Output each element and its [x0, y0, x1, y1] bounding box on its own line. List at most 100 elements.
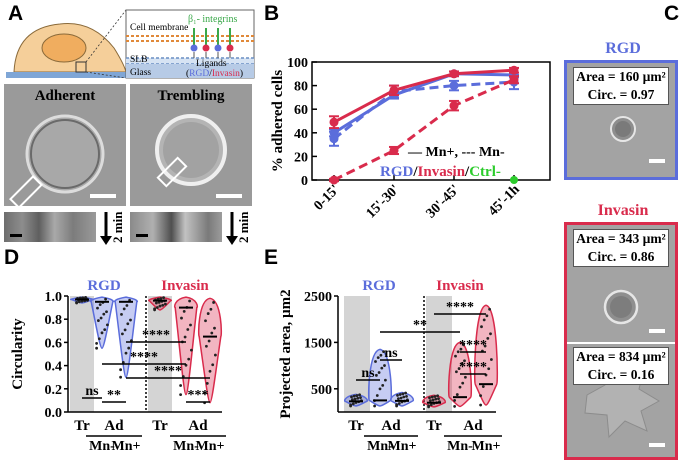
significance-label: ** — [413, 318, 427, 333]
data-dot — [401, 392, 405, 396]
data-dot — [182, 309, 186, 313]
group-title-invasin: Invasin — [436, 278, 484, 294]
data-dot — [377, 371, 381, 374]
data-dot — [97, 319, 100, 322]
data-dot — [428, 396, 431, 400]
significance-label: ** — [107, 388, 121, 403]
data-dot — [489, 332, 492, 336]
scale-bar — [216, 194, 242, 198]
data-dot — [179, 393, 183, 396]
y-tick-label: 0.4 — [45, 360, 63, 375]
data-dot — [189, 323, 192, 327]
invasin-cell2-area: Area = 834 µm² — [576, 349, 666, 364]
legend-ligands: RGD/Invasin/Ctrl- — [380, 164, 501, 180]
y-tick-label: 100 — [287, 56, 308, 71]
data-dot — [405, 394, 408, 398]
data-dot — [121, 360, 125, 364]
glass-label: Glass — [130, 68, 151, 78]
series-line — [333, 68, 515, 124]
y-tick-label: 40 — [294, 127, 308, 142]
kymograph-adherent — [4, 212, 96, 242]
panel-c-invasin-frame: Area = 343 µm² Circ. = 0.86 Area = 834 µ… — [564, 222, 678, 460]
data-dot — [100, 331, 104, 335]
data-dot — [180, 316, 183, 320]
micrograph-trembling-label: Trembling — [157, 88, 225, 104]
data-dot — [353, 397, 357, 401]
data-dot — [380, 366, 384, 370]
data-dot — [396, 394, 399, 397]
data-dot — [122, 307, 126, 311]
panel-letter-e: E — [264, 246, 279, 269]
data-dot — [453, 399, 456, 402]
x-label-top: Tr — [426, 418, 442, 434]
data-dot — [356, 396, 360, 400]
ctrl-point — [510, 176, 518, 184]
y-tick-label: 0.0 — [45, 406, 63, 421]
panel-letter-c: C — [664, 2, 680, 25]
data-dot — [153, 307, 157, 311]
panel-letter-d: D — [4, 246, 20, 269]
y-tick-label: 0 — [301, 174, 308, 189]
data-dot — [75, 301, 78, 304]
significance-label: *** — [188, 388, 209, 403]
significance-label: **** — [154, 364, 182, 379]
data-dot — [461, 381, 465, 385]
data-dot — [384, 378, 387, 382]
scale-bar — [649, 159, 665, 163]
data-dot — [155, 306, 159, 309]
data-dot — [375, 373, 378, 377]
data-dot — [488, 307, 491, 311]
paren-open: ( — [186, 68, 189, 79]
data-dot — [104, 297, 107, 301]
data-dot — [456, 350, 460, 354]
ligand-legend: (RGD/Invasin) — [186, 68, 243, 79]
chart-e: 500 1500 2500 Projected area, µm2 RGD Invasin… — [278, 278, 502, 454]
invasin-cell-images — [567, 289, 675, 439]
x-label-bottom: Mn- — [173, 439, 199, 454]
data-point — [389, 146, 399, 155]
data-dot — [355, 394, 359, 397]
data-point — [509, 75, 519, 85]
y-tick-label: 2500 — [304, 290, 332, 305]
data-dot — [155, 301, 158, 305]
data-dot — [179, 384, 183, 387]
data-dot — [436, 394, 439, 398]
data-dot — [463, 359, 466, 363]
data-dot — [207, 339, 211, 343]
data-dot — [404, 391, 407, 395]
data-dot — [121, 332, 124, 336]
ligand-invasin: Invasin — [212, 69, 240, 79]
data-dot — [379, 353, 383, 357]
x-label-top: Ad — [188, 418, 208, 434]
series-line — [333, 78, 515, 182]
x-label-top: Tr — [348, 418, 364, 434]
trembling-band — [70, 296, 94, 412]
rgd-cell-image — [610, 116, 636, 142]
significance-label: **** — [130, 350, 158, 365]
data-dot — [204, 319, 207, 323]
data-dot — [126, 322, 130, 326]
legend-rgd: RGD — [380, 164, 414, 180]
y-tick-label: 500 — [311, 383, 332, 398]
data-dot — [383, 364, 386, 367]
data-dot — [454, 354, 457, 358]
data-dot — [458, 385, 462, 389]
significance-label: ns — [85, 384, 99, 399]
rgd-cell-circ: Circ. = 0.97 — [587, 87, 655, 102]
data-dot — [376, 356, 380, 360]
micrograph-trembling: Trembling — [130, 84, 252, 206]
panel-c-rgd-title: RGD — [605, 40, 641, 57]
data-dot — [209, 307, 213, 311]
micrograph-adherent-label: Adherent — [34, 88, 96, 104]
data-dot — [349, 403, 352, 407]
ligands-label: Ligands — [196, 59, 227, 69]
data-point — [329, 175, 339, 185]
data-dot — [98, 303, 102, 307]
violin — [473, 304, 499, 406]
data-dot — [358, 393, 361, 397]
data-dot — [119, 368, 122, 372]
data-dot — [352, 394, 356, 398]
data-dot — [351, 402, 355, 406]
x-tick-label: 15'-30' — [364, 182, 403, 221]
x-tick-label: 0-15' — [311, 182, 343, 214]
